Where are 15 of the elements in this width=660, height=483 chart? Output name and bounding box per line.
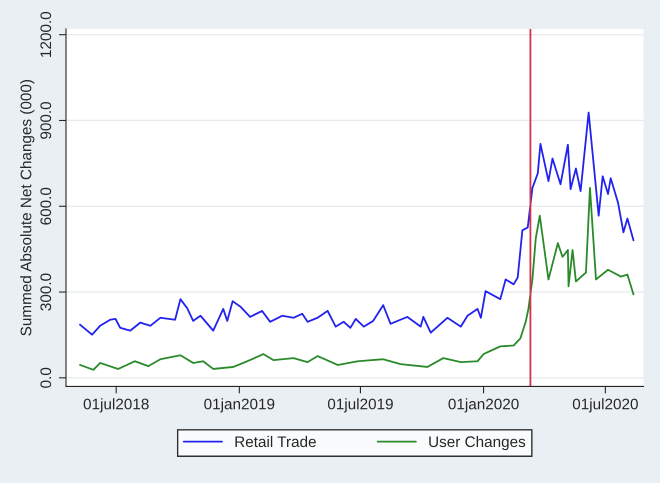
y-tick-label: 1200.0 xyxy=(40,12,52,57)
line-series xyxy=(79,112,634,336)
x-tick-label: 01jan2020 xyxy=(448,398,519,412)
y-tick-label: 600.0 xyxy=(40,188,52,225)
x-tick-label: 01jul2018 xyxy=(84,398,149,412)
y-tick-label: 900.0 xyxy=(40,102,52,139)
line-series xyxy=(79,187,634,371)
x-tick-label: 01jul2020 xyxy=(572,398,638,412)
y-tick-label: 0.0 xyxy=(40,368,52,388)
legend-label: Retail Trade xyxy=(235,436,316,448)
x-tick-label: 01jul2019 xyxy=(328,398,393,412)
y-axis-title: Summed Absolute Net Changes (000) xyxy=(20,80,34,336)
x-tick-label: 01jan2019 xyxy=(204,398,274,412)
y-tick-label: 300.0 xyxy=(40,274,52,311)
legend-label: User Changes xyxy=(429,436,526,450)
